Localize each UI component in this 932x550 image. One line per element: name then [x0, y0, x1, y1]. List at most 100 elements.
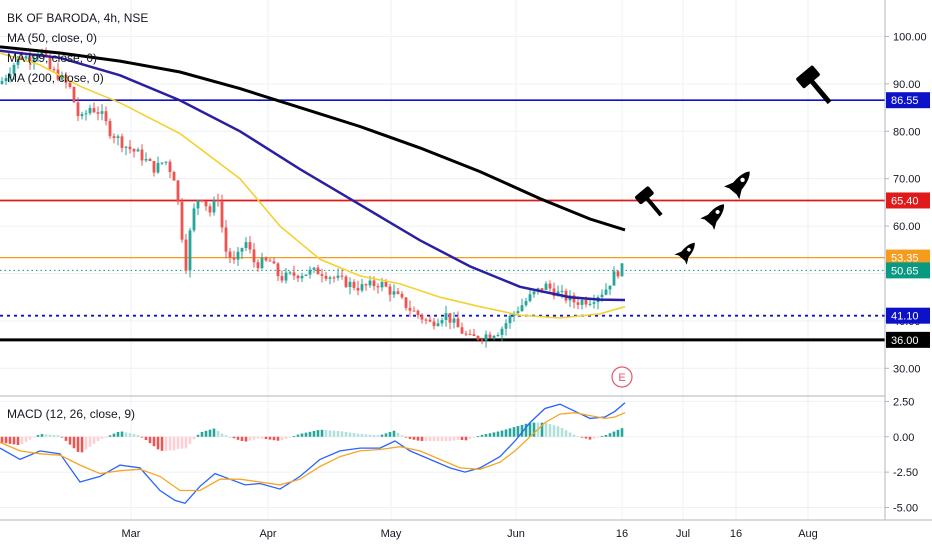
candle-body: [592, 302, 596, 304]
macd-histogram-bar: [132, 434, 136, 437]
candlesticks: [0, 47, 624, 348]
macd-histogram-bar: [92, 436, 96, 444]
macd-histogram-bar: [248, 436, 252, 441]
candle-body: [228, 251, 232, 258]
macd-histogram-bar: [4, 436, 8, 444]
macd-histogram-bar: [144, 436, 148, 441]
candle-body: [172, 171, 176, 181]
macd-histogram-bar: [104, 436, 108, 438]
candle-body: [472, 334, 476, 336]
macd-histogram-bar: [492, 432, 496, 437]
ma200-legend[interactable]: MA (200, close, 0): [7, 71, 104, 85]
candle-body: [120, 136, 124, 148]
candle-body: [156, 162, 160, 173]
candle-body: [256, 262, 260, 269]
rocket-icon: [723, 171, 750, 200]
candle-body: [28, 56, 32, 63]
macd-histogram-bar: [324, 430, 328, 437]
candle-body: [68, 82, 72, 87]
candle-body: [352, 281, 356, 288]
macd-histogram-bar: [32, 436, 36, 438]
earnings-marker[interactable]: E: [611, 366, 633, 388]
candle-body: [116, 136, 120, 139]
macd-histogram: [0, 422, 624, 453]
candle-body: [240, 248, 244, 252]
time-tick-label: Apr: [259, 528, 276, 540]
candle-body: [260, 257, 264, 269]
macd-histogram-bar: [516, 426, 520, 437]
macd-histogram-bar: [264, 436, 268, 440]
macd-histogram-bar: [96, 436, 100, 442]
candle-body: [532, 291, 536, 295]
horizontal-levels[interactable]: [0, 99, 885, 342]
macd-histogram-bar: [432, 436, 436, 442]
macd-histogram-bar: [344, 431, 348, 437]
price-badge-86-55: [886, 92, 930, 109]
macd-histogram-bar: [220, 433, 224, 437]
macd-histogram-bar: [428, 436, 432, 442]
macd-histogram-bar: [412, 436, 416, 440]
time-tick-label: Jun: [507, 528, 525, 540]
candle-body: [540, 288, 544, 290]
svg-text:E: E: [618, 372, 625, 384]
macd-histogram-bar: [320, 429, 324, 437]
candle-body: [548, 283, 552, 289]
candle-body: [608, 285, 612, 290]
candle-body: [392, 291, 396, 295]
candle-body: [424, 319, 428, 321]
candle-body: [504, 323, 508, 329]
signal_line: [0, 412, 626, 492]
macd-histogram-bar: [228, 436, 232, 438]
macd-histogram-bar: [212, 428, 216, 437]
macd-histogram-bar: [48, 434, 52, 437]
candle-body: [356, 287, 360, 291]
ma50-legend[interactable]: MA (50, close, 0): [7, 31, 98, 45]
macd-histogram-bar: [348, 432, 352, 437]
macd-histogram-bar: [112, 433, 116, 437]
macd-histogram-bar: [384, 433, 388, 437]
candle-body: [264, 257, 268, 261]
price-tick-label: 30.00: [893, 363, 921, 375]
candle-body: [528, 294, 532, 302]
macd-histogram-bar: [552, 425, 556, 437]
macd-histogram-bar: [396, 432, 400, 437]
candle-body: [4, 77, 8, 82]
macd-histogram-bar: [120, 431, 124, 437]
macd-histogram-bar: [404, 436, 408, 438]
macd-axis[interactable]: 2.50 0.00 -2.50 -5.00: [885, 396, 918, 515]
candle-body: [444, 313, 448, 320]
candle-body: [204, 201, 208, 207]
candle-body: [300, 275, 304, 279]
macd-histogram-bar: [452, 436, 456, 441]
candle-body: [588, 303, 592, 305]
macd-histogram-bar: [332, 430, 336, 437]
candle-body: [220, 201, 224, 228]
candle-body: [380, 282, 384, 288]
candle-body: [440, 319, 444, 324]
candle-body: [432, 321, 436, 326]
candle-body: [276, 263, 280, 277]
macd-legend[interactable]: MACD (12, 26, close, 9): [7, 407, 136, 421]
candle-body: [524, 301, 528, 306]
ma99-legend[interactable]: MA (99, close, 0): [7, 51, 98, 65]
time-tick-label: Jul: [676, 528, 690, 540]
macd-histogram-bar: [496, 431, 500, 437]
candle-body: [464, 333, 468, 335]
candle-body: [456, 318, 460, 328]
candle-body: [500, 328, 504, 336]
macd-histogram-bar: [160, 436, 164, 451]
macd-histogram-bar: [368, 434, 372, 437]
candle-body: [468, 333, 472, 335]
ma50-line: [0, 52, 626, 319]
macd-histogram-bar: [156, 436, 160, 450]
time-axis[interactable]: Mar Apr May Jun 16 Jul 16 Aug: [122, 528, 818, 540]
macd-histogram-bar: [68, 436, 72, 445]
macd-histogram-bar: [116, 431, 120, 437]
candle-body: [232, 257, 236, 260]
macd-histogram-bar: [208, 429, 212, 437]
candle-body: [572, 295, 576, 303]
symbol-title[interactable]: BK OF BARODA, 4h, NSE: [7, 11, 149, 25]
macd-histogram-bar: [372, 434, 376, 437]
macd-histogram-bar: [408, 436, 412, 439]
